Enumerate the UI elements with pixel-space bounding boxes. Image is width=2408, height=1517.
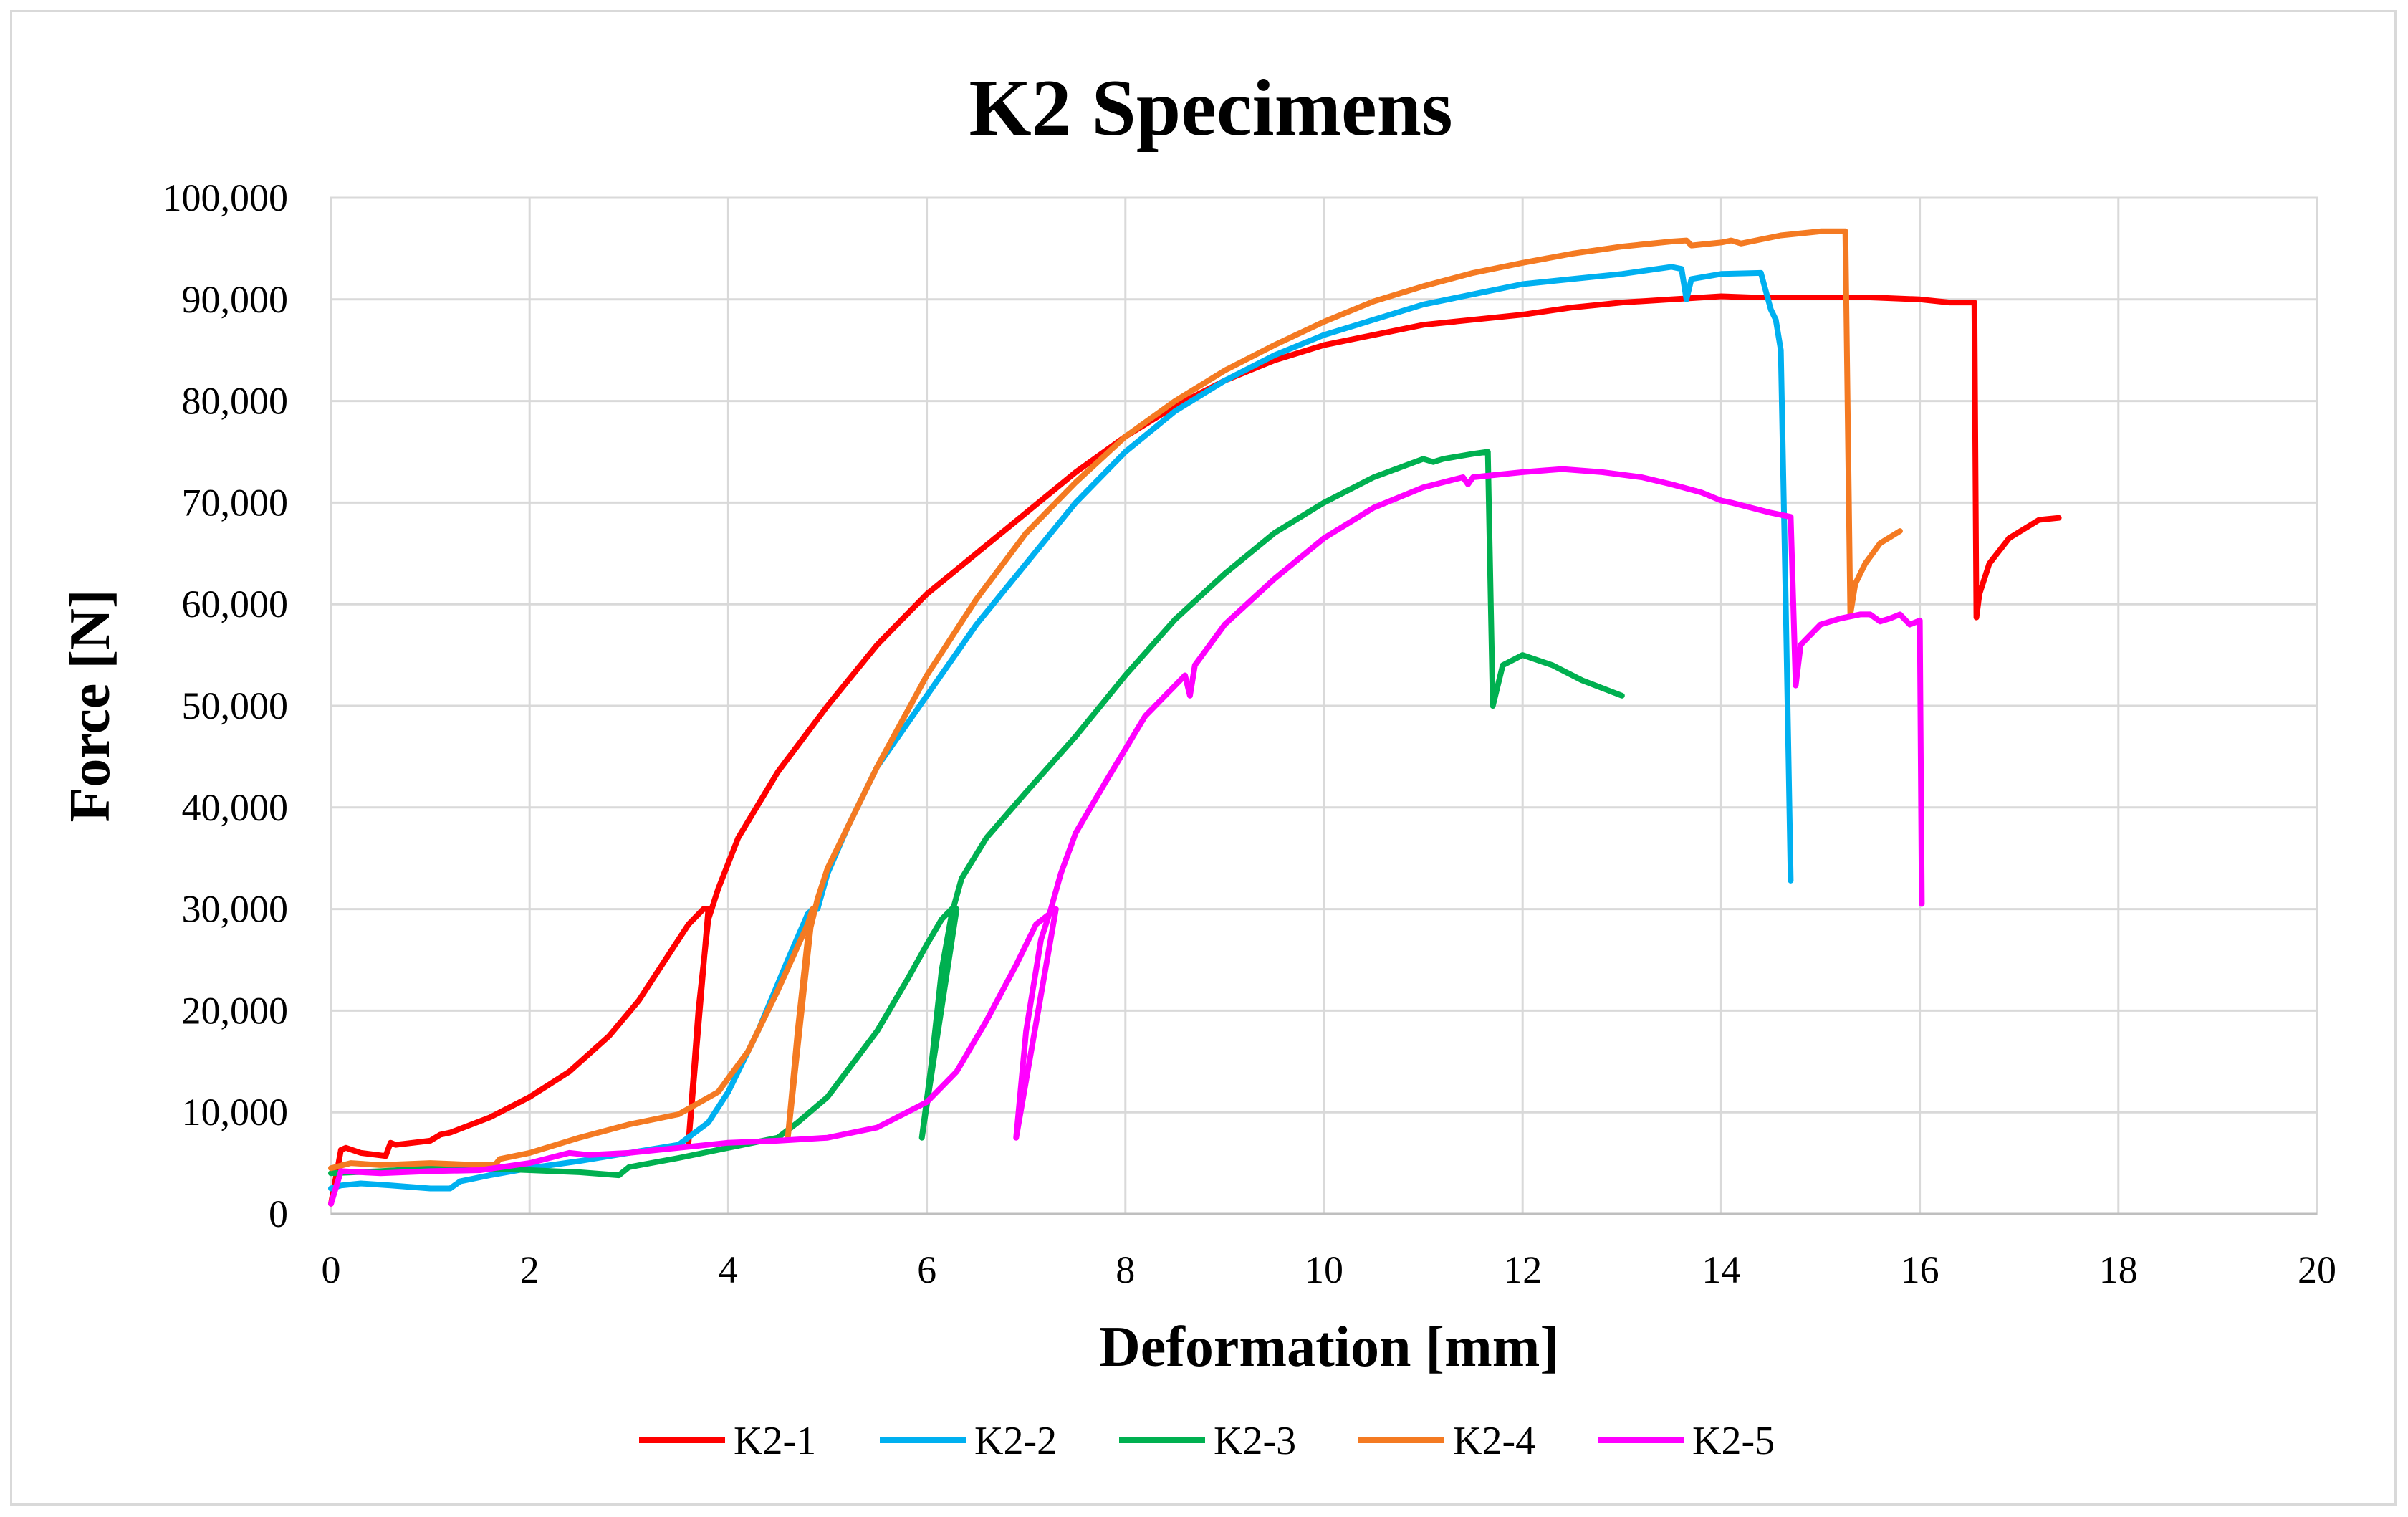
x-tick-label: 14 [1702,1248,1740,1291]
x-tick-label: 12 [1503,1248,1542,1291]
y-tick-label: 60,000 [182,583,289,626]
y-tick-label: 90,000 [182,278,289,321]
y-tick-label: 0 [269,1192,288,1235]
legend: K2-1 K2-2 K2-3 K2-4 K2-5 [639,1419,1775,1463]
x-tick-labels: 0 2 4 6 8 10 12 14 16 18 20 [322,1248,2337,1291]
y-tick-label: 70,000 [182,481,289,524]
x-tick-label: 18 [2099,1248,2138,1291]
series-line-k2-4 [328,228,1903,1172]
x-tick-label: 10 [1305,1248,1343,1291]
legend-label: K2-4 [1453,1419,1535,1463]
x-tick-label: 2 [520,1248,539,1291]
y-tick-label: 50,000 [182,684,289,727]
grid [331,196,2317,1214]
legend-label: K2-2 [974,1419,1057,1463]
y-axis-title: Force [N] [59,590,122,823]
x-tick-label: 8 [1116,1248,1135,1291]
x-axis-title: Deformation [mm] [1099,1316,1559,1379]
chart-title: K2 Specimens [969,64,1452,153]
y-tick-labels: 0 10,000 20,000 30,000 40,000 50,000 60,000 70,… [163,176,289,1235]
y-tick-label: 80,000 [182,380,289,423]
legend-label: K2-5 [1692,1419,1775,1463]
series-line-k2-5 [328,466,1925,1207]
y-tick-label: 40,000 [182,786,289,829]
x-tick-label: 4 [719,1248,738,1291]
legend-label: K2-3 [1214,1419,1296,1463]
legend-label: K2-1 [734,1419,816,1463]
y-tick-label: 20,000 [182,989,289,1032]
series-line-k2-3 [328,449,1625,1179]
series-line-k2-2 [328,264,1794,1192]
chart-frame [10,10,2397,1506]
x-tick-label: 0 [322,1248,341,1291]
x-tick-label: 20 [2298,1248,2336,1291]
x-tick-label: 16 [1901,1248,1939,1291]
y-tick-label: 100,000 [163,176,289,219]
series-line-k2-1 [328,293,2062,1207]
y-tick-label: 10,000 [182,1091,289,1134]
series-lines [328,228,2062,1207]
x-tick-label: 6 [917,1248,936,1291]
y-tick-label: 30,000 [182,888,289,931]
